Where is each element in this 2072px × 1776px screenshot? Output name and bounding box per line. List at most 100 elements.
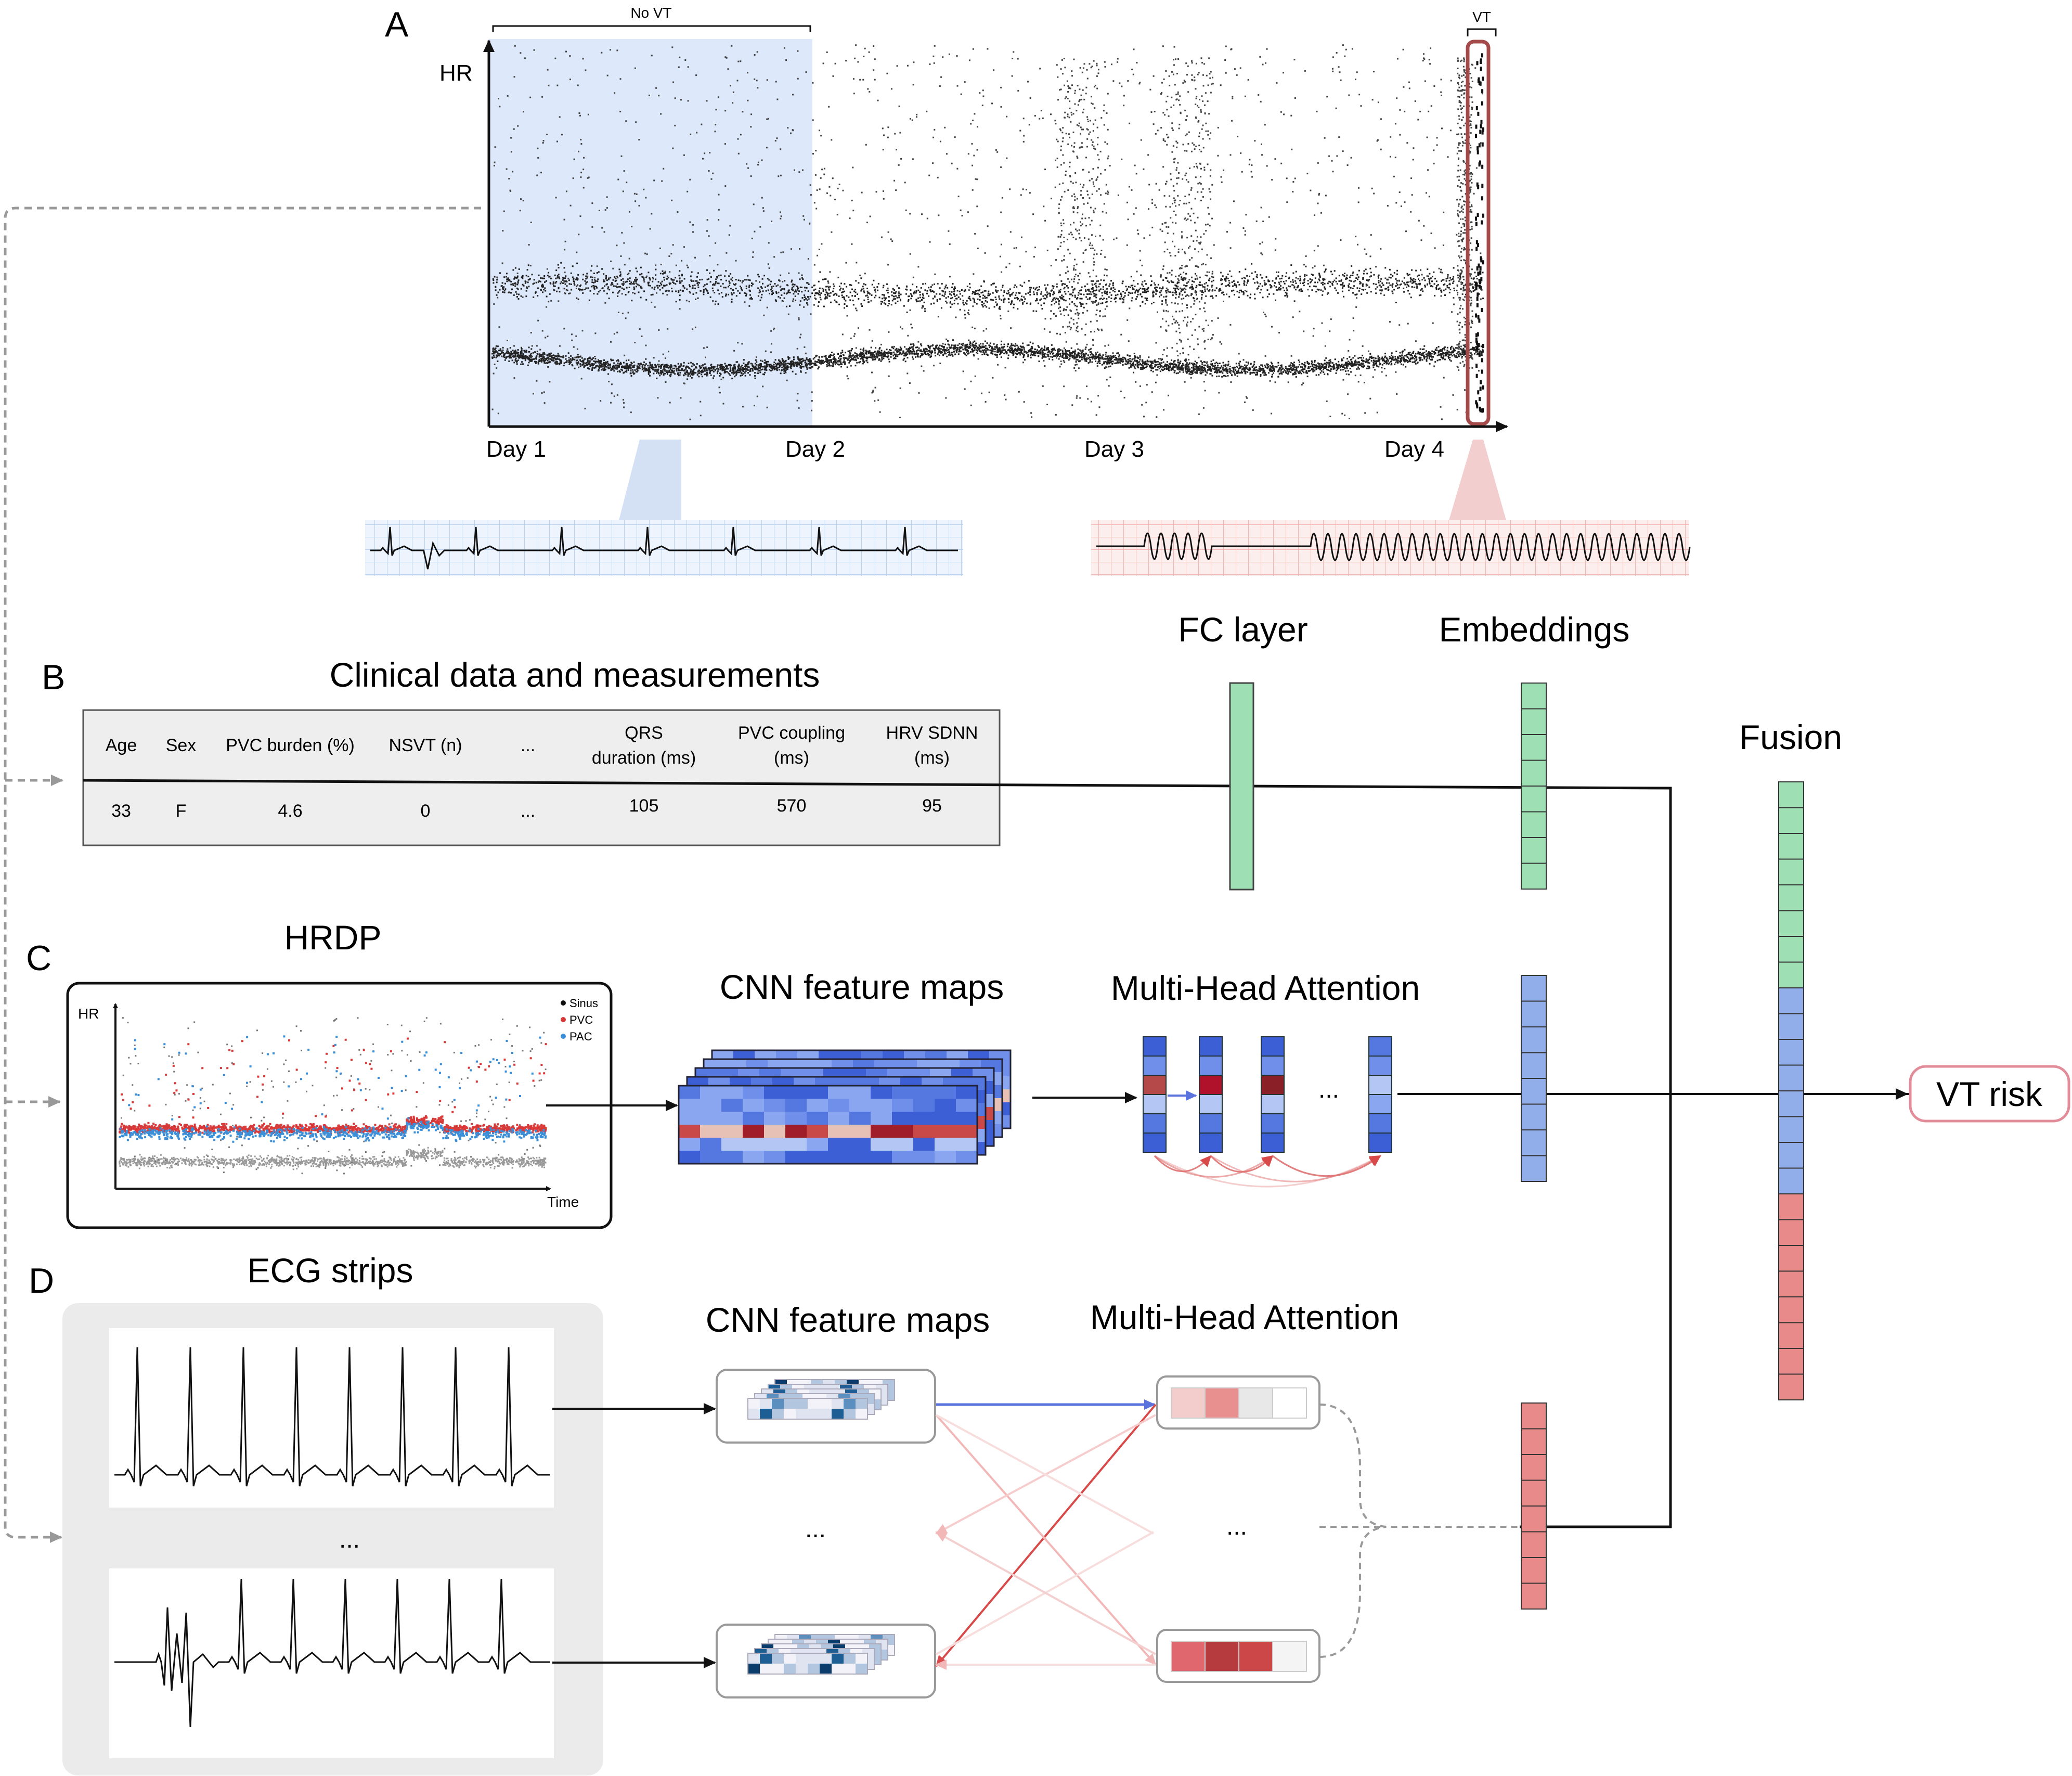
cnn-cell — [871, 1138, 892, 1151]
embedding-ecg-cell — [1521, 1454, 1547, 1481]
attention-token-cell — [1261, 1094, 1285, 1114]
panel-a-letter: A — [385, 5, 409, 44]
cnn-d-cell — [820, 1653, 832, 1664]
cnn-cell — [935, 1151, 956, 1164]
table-header-cell: NSVT (n) — [388, 736, 462, 755]
cnn-cell — [764, 1099, 785, 1112]
legend-pvc: PVC — [569, 1013, 593, 1026]
attention-token-cell — [1199, 1132, 1223, 1153]
cnn-cell — [764, 1138, 785, 1151]
vt-burst-point — [1478, 263, 1480, 268]
attention-token-cell — [1143, 1113, 1167, 1134]
fusion-hrdp-cell — [1778, 987, 1804, 1014]
cnn-cell — [700, 1138, 721, 1151]
no-vt-bracket — [492, 25, 811, 32]
fusion-ecg-cell — [1778, 1296, 1804, 1323]
panel-b-letter: B — [42, 658, 65, 697]
cnn-feature-maps-d2 — [716, 1624, 936, 1698]
hrdp-scatter — [119, 1017, 547, 1175]
ecg-strip-1-trace — [114, 1347, 550, 1487]
cnn-cell — [679, 1125, 700, 1138]
table-header-cell: ... — [521, 736, 535, 755]
cnn-cell — [700, 1151, 721, 1164]
attention-d-cell — [1272, 1641, 1307, 1672]
cnn-cell — [935, 1125, 956, 1138]
cnn-cell — [785, 1112, 807, 1125]
vt-burst-point — [1476, 303, 1479, 307]
ecg-strips-ellipsis: ... — [339, 1526, 360, 1553]
ecg-strip-2 — [109, 1568, 554, 1758]
fusion-clinical-cell — [1778, 936, 1804, 963]
attention-token-cell — [1368, 1075, 1392, 1095]
vt-burst-point — [1477, 390, 1480, 395]
cnn-d-cell — [844, 1409, 856, 1419]
cnn-layer-border — [678, 1085, 978, 1165]
vt-burst-point — [1475, 216, 1478, 221]
attention-ellipsis-c: ... — [1318, 1076, 1339, 1103]
vt-burst-point — [1475, 374, 1478, 378]
cnn-cell — [935, 1099, 956, 1112]
vt-burst-point — [1479, 284, 1481, 289]
cnn-cell — [913, 1138, 935, 1151]
day-2-label: Day 2 — [785, 436, 845, 462]
cnn-d-cell — [760, 1398, 772, 1409]
vt-burst-point — [1476, 266, 1479, 271]
attention-arc — [1272, 1155, 1381, 1177]
cnn-cell — [807, 1099, 828, 1112]
vt-burst-point — [1477, 292, 1479, 297]
vt-burst-point — [1479, 279, 1481, 284]
hrdp-pvc-points — [119, 1037, 547, 1136]
clinical-to-fusion-line — [83, 779, 1672, 1528]
cnn-cell — [785, 1125, 807, 1138]
attention-d-cell — [1171, 1641, 1206, 1672]
attention-token-cell — [1199, 1056, 1223, 1076]
cnn-d-cell — [784, 1664, 796, 1674]
vt-burst-point — [1475, 338, 1478, 342]
cnn-cell — [849, 1112, 871, 1125]
cnn-cell — [892, 1099, 913, 1112]
cnn-cell — [828, 1099, 849, 1112]
vt-burst-point — [1481, 308, 1483, 313]
embedding-clinical-cell — [1521, 683, 1547, 710]
cnn-cell — [956, 1151, 977, 1164]
cross-attention-arrows — [935, 1399, 1157, 1670]
cnn-cell — [956, 1138, 977, 1151]
vt-burst-point — [1480, 258, 1483, 263]
vt-burst-point — [1482, 76, 1484, 81]
cnn-cell — [828, 1125, 849, 1138]
vt-label: VT — [1472, 9, 1491, 25]
attention-columns-c — [1143, 1036, 1392, 1188]
cnn-cell — [721, 1112, 743, 1125]
day-3-label: Day 3 — [1084, 436, 1144, 462]
vt-burst-point — [1477, 272, 1480, 276]
table-header-cell: (ms) — [774, 748, 809, 768]
vt-burst-point — [1478, 143, 1481, 148]
attention-ellipsis-d: ... — [1226, 1513, 1247, 1540]
heart-rate-scatter — [491, 44, 1484, 420]
table-value-cell: 0 — [421, 801, 431, 821]
embedding-clinical-cell — [1521, 837, 1547, 864]
cnn-maps-title-d: CNN feature maps — [706, 1301, 990, 1339]
vt-burst-point — [1477, 343, 1479, 348]
no-vt-shaded-region — [489, 39, 812, 427]
vt-burst-point — [1482, 260, 1484, 265]
panel-d-letter: D — [29, 1261, 54, 1301]
vt-burst-point — [1475, 282, 1478, 287]
attention-arrow-pink-5 — [935, 1531, 1156, 1655]
panel-c-letter: C — [26, 938, 51, 978]
fusion-hrdp-cell — [1778, 1116, 1804, 1143]
embedding-ecg-cell — [1521, 1505, 1547, 1533]
fusion-ecg-cell — [1778, 1245, 1804, 1272]
cnn-cell — [871, 1125, 892, 1138]
hrdp-scattered-points — [121, 1017, 547, 1175]
cnn-cell — [807, 1086, 828, 1099]
vt-bracket — [1467, 28, 1497, 36]
embedding-vectors — [1521, 683, 1547, 1610]
vt-burst-point — [1479, 130, 1482, 134]
fusion-clinical-cell — [1778, 781, 1804, 808]
vt-burst-point — [1475, 134, 1478, 138]
vt-burst-point — [1476, 297, 1479, 301]
vt-burst-point — [1481, 142, 1484, 147]
cnn-cell — [892, 1138, 913, 1151]
attention-token-cell — [1261, 1075, 1285, 1095]
